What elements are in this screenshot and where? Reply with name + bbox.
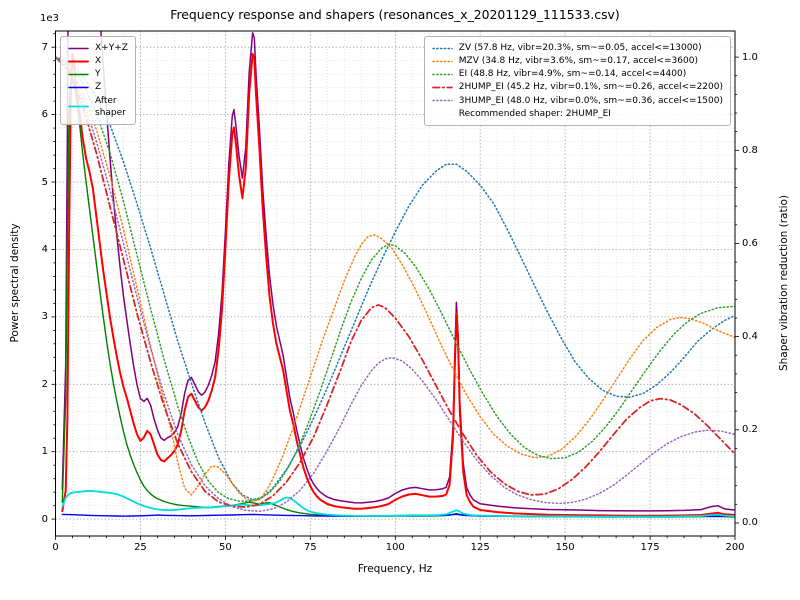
y-tick-label-left: 4 bbox=[41, 243, 48, 255]
legend-swatch-psd_z bbox=[68, 86, 89, 89]
x-tick-label: 75 bbox=[303, 542, 317, 553]
legend-item: 2HUMP_EI (45.2 Hz, vibr=0.1%, sm~=0.26, … bbox=[431, 81, 723, 93]
y-axis-label-left: Power spectral density bbox=[9, 223, 21, 343]
legend-item: ZV (57.8 Hz, vibr=20.3%, sm~=0.05, accel… bbox=[432, 42, 723, 54]
legend-item: Z bbox=[68, 81, 128, 93]
curve-psd_x bbox=[61, 52, 735, 517]
curve-mzv bbox=[55, 56, 735, 503]
legend-item: Recommended shaper: 2HUMP_EI bbox=[432, 108, 723, 120]
legend-label: After shaper bbox=[95, 95, 126, 118]
y-tick-label-left: 6 bbox=[41, 109, 48, 121]
x-axis-label: Frequency, Hz bbox=[357, 563, 433, 575]
y-tick-label-right: 0.0 bbox=[742, 517, 758, 529]
x-tick-label: 0 bbox=[52, 542, 59, 553]
x-tick-label: 200 bbox=[725, 542, 745, 553]
y-tick-label-right: 0.2 bbox=[742, 424, 758, 436]
legend-swatch-ei bbox=[432, 73, 453, 76]
chart-title: Frequency response and shapers (resonanc… bbox=[170, 7, 620, 22]
curve-after_shaper bbox=[61, 489, 735, 518]
y-tick-label-left: 3 bbox=[41, 311, 48, 323]
legend-item: X bbox=[68, 55, 128, 67]
legend-label: X+Y+Z bbox=[95, 43, 128, 53]
curve-hump3_ei bbox=[55, 56, 735, 513]
x-tick-label: 50 bbox=[219, 542, 232, 553]
legend-swatch-psd_y bbox=[68, 73, 89, 76]
y-tick-label-right: 0.6 bbox=[742, 237, 758, 249]
legend-swatch-hump3_ei bbox=[432, 99, 453, 102]
legend-swatch-mzv bbox=[432, 60, 453, 62]
y-axis-offset-label: 1e3 bbox=[40, 13, 59, 24]
legend-item: MZV (34.8 Hz, vibr=3.6%, sm~=0.17, accel… bbox=[432, 55, 723, 67]
legend-item: EI (48.8 Hz, vibr=4.9%, sm~=0.14, accel<… bbox=[432, 68, 723, 80]
y-tick-label-right: 1.0 bbox=[742, 51, 758, 63]
x-tick-label: 175 bbox=[640, 542, 660, 553]
curve-hump2_ei bbox=[55, 56, 735, 509]
legend-swatch-none bbox=[432, 109, 453, 118]
y-tick-label-right: 0.4 bbox=[742, 331, 758, 343]
legend-swatch-hump2_ei bbox=[431, 86, 453, 89]
y-tick-label-left: 0 bbox=[41, 513, 48, 525]
legend-label: EI (48.8 Hz, vibr=4.9%, sm~=0.14, accel<… bbox=[458, 69, 687, 80]
legend-item: X+Y+Z bbox=[68, 42, 128, 54]
y-tick-label-left: 5 bbox=[41, 176, 48, 188]
x-tick-label: 25 bbox=[134, 542, 147, 553]
legend-swatch-psd_sum bbox=[68, 47, 89, 49]
legend-swatch-zv bbox=[432, 47, 453, 49]
y-tick-label-left: 2 bbox=[41, 378, 48, 390]
legend-label: Recommended shaper: 2HUMP_EI bbox=[458, 108, 611, 119]
legend-label: Y bbox=[95, 69, 101, 80]
psd-legend: X+Y+Z X Y Z After shaper bbox=[60, 36, 136, 125]
y-tick-label-left: 7 bbox=[41, 41, 48, 53]
legend-label: 2HUMP_EI (45.2 Hz, vibr=0.1%, sm~=0.26, … bbox=[458, 82, 723, 93]
legend-swatch-after_shaper bbox=[68, 105, 89, 108]
legend-label: 3HUMP_EI (48.0 Hz, vibr=0.0%, sm~=0.36, … bbox=[458, 95, 723, 106]
legend-item: 3HUMP_EI (48.0 Hz, vibr=0.0%, sm~=0.36, … bbox=[432, 95, 723, 107]
curves bbox=[55, 31, 735, 518]
legend-label: X bbox=[95, 56, 102, 67]
legend-swatch-psd_x bbox=[68, 60, 89, 63]
curve-zv bbox=[55, 56, 735, 501]
curve-ei bbox=[55, 56, 735, 502]
curve-psd_sum bbox=[61, 31, 735, 512]
shaper-legend: ZV (57.8 Hz, vibr=20.3%, sm~=0.05, accel… bbox=[423, 36, 731, 126]
tick-marks bbox=[51, 33, 739, 540]
legend-item: After shaper bbox=[68, 95, 128, 119]
y-axis-label-right: Shaper vibration reduction (ratio) bbox=[778, 194, 790, 372]
x-tick-label: 150 bbox=[555, 542, 575, 553]
legend-label: MZV (34.8 Hz, vibr=3.6%, sm~=0.17, accel… bbox=[458, 56, 698, 67]
x-tick-label: 125 bbox=[470, 542, 490, 553]
y-tick-label-left: 1 bbox=[41, 446, 48, 458]
x-tick-label: 100 bbox=[385, 542, 405, 553]
legend-item: Y bbox=[68, 68, 128, 80]
y-tick-label-right: 0.8 bbox=[742, 144, 758, 156]
legend-label: ZV (57.8 Hz, vibr=20.3%, sm~=0.05, accel… bbox=[458, 43, 702, 53]
legend-label: Z bbox=[95, 82, 102, 93]
